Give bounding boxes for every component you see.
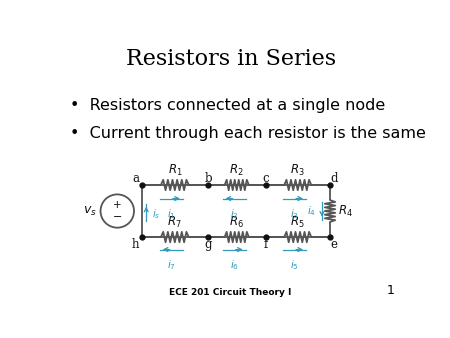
Text: h: h <box>132 238 139 251</box>
Text: $i_{2}$: $i_{2}$ <box>230 207 239 221</box>
Text: $i_{1}$: $i_{1}$ <box>167 207 176 221</box>
Text: $R_{1}$: $R_{1}$ <box>167 163 182 178</box>
Text: $R_{4}$: $R_{4}$ <box>338 203 353 219</box>
Text: •  Resistors connected at a single node: • Resistors connected at a single node <box>70 98 386 113</box>
Text: g: g <box>204 238 212 251</box>
Text: $i_{5}$: $i_{5}$ <box>290 258 299 272</box>
Text: d: d <box>330 172 338 185</box>
Text: c: c <box>262 172 269 185</box>
Text: $i_{7}$: $i_{7}$ <box>167 258 176 272</box>
Text: $R_{7}$: $R_{7}$ <box>167 215 182 230</box>
Text: $R_{5}$: $R_{5}$ <box>290 215 305 230</box>
Text: $i_{3}$: $i_{3}$ <box>290 207 299 221</box>
Text: a: a <box>132 172 139 185</box>
Text: e: e <box>331 238 338 251</box>
Text: $i_{4}$: $i_{4}$ <box>307 204 316 218</box>
Text: •  Current through each resistor is the same: • Current through each resistor is the s… <box>70 126 426 141</box>
Text: $i_{s}$: $i_{s}$ <box>152 207 160 220</box>
Text: $R_{2}$: $R_{2}$ <box>230 163 244 178</box>
Text: b: b <box>204 172 212 185</box>
Text: 1: 1 <box>387 284 395 297</box>
Text: $R_{6}$: $R_{6}$ <box>229 215 244 230</box>
Text: −: − <box>112 212 122 222</box>
Text: $v_s$: $v_s$ <box>83 204 96 218</box>
Text: $i_{6}$: $i_{6}$ <box>230 258 238 272</box>
Text: f: f <box>263 238 268 251</box>
Text: $R_{3}$: $R_{3}$ <box>290 163 305 178</box>
Text: Resistors in Series: Resistors in Series <box>126 48 336 70</box>
Text: ECE 201 Circuit Theory I: ECE 201 Circuit Theory I <box>170 288 292 297</box>
Text: +: + <box>113 200 122 210</box>
